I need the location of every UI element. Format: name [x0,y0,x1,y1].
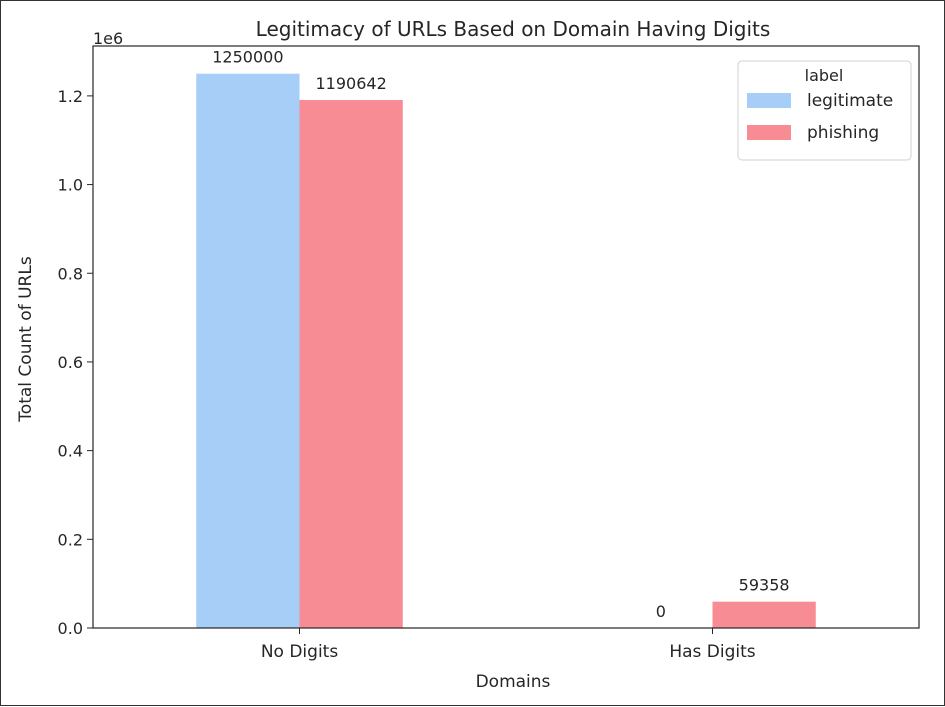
data-labels: 1250000 1190642 0 59358 [212,48,789,621]
chart-title: Legitimacy of URLs Based on Domain Havin… [256,17,771,41]
y-tick-label: 1.2 [58,87,83,106]
x-tick-label: Has Digits [669,642,755,662]
bar-phishing-0 [299,100,403,628]
data-label-phishing-1: 59358 [739,576,790,595]
x-tick-label: No Digits [261,642,339,662]
y-tick-label: 0.4 [58,442,83,461]
x-axis: No Digits Has Digits [261,628,756,662]
y-axis-label: Total Count of URLs [16,256,36,423]
data-label-phishing-0: 1190642 [315,74,386,93]
y-tick-label: 0.2 [58,530,83,549]
legend-swatch-legitimate [747,93,791,108]
bars-layer [196,73,816,628]
y-tick-label: 1.0 [58,176,83,195]
y-tick-label: 0.6 [58,353,83,372]
y-tick-label: 0.8 [58,264,83,283]
legend-label-legitimate: legitimate [807,91,893,111]
legend-label-phishing: phishing [807,123,879,143]
legend: label legitimate phishing [737,60,912,161]
legend-title: label [805,66,844,85]
data-label-legitimate-1: 0 [656,602,666,621]
bar-phishing-1 [712,601,816,628]
bar-legitimate-0 [196,73,300,628]
y-offset-label: 1e6 [93,29,123,48]
y-axis: 0.0 0.2 0.4 0.6 0.8 1.0 1.2 [58,87,93,638]
x-axis-label: Domains [476,672,551,692]
plot-area-border [92,45,920,629]
legend-swatch-phishing [747,125,791,140]
data-label-legitimate-0: 1250000 [212,48,283,67]
legend-items: legitimate phishing [747,91,893,143]
y-tick-label: 0.0 [58,619,83,638]
